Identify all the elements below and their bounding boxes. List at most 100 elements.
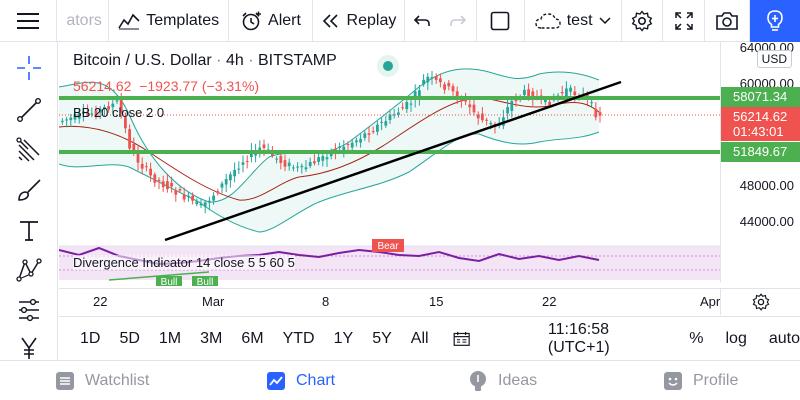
price-scale[interactable]: 64000.00 USD 60000.00 58071.34 56214.62 … bbox=[720, 40, 800, 282]
candle-body bbox=[485, 119, 488, 121]
expand-button[interactable] bbox=[663, 0, 705, 42]
indicators-button[interactable]: ators bbox=[57, 0, 109, 42]
menu-button[interactable] bbox=[0, 0, 58, 42]
candle-body bbox=[216, 191, 220, 194]
candle-body bbox=[434, 76, 438, 80]
candle-body bbox=[187, 195, 190, 197]
candle-body bbox=[443, 84, 446, 90]
time-scale[interactable]: 22 Mar 8 15 22 Apr bbox=[59, 288, 800, 315]
prediction-icon bbox=[19, 298, 39, 322]
templates-button[interactable]: Templates bbox=[109, 0, 230, 42]
candle-body bbox=[107, 106, 110, 110]
candle-body bbox=[510, 100, 514, 111]
layout-button[interactable]: test bbox=[525, 0, 622, 42]
candle-body bbox=[94, 110, 98, 116]
candle-body bbox=[409, 103, 413, 105]
range-ytd[interactable]: YTD bbox=[282, 329, 315, 347]
text-icon bbox=[20, 221, 38, 241]
candle-body bbox=[359, 139, 362, 143]
templates-label: Templates bbox=[146, 11, 220, 29]
divergence-indicator-legend[interactable]: Divergence Indicator 14 close 5 5 60 5 bbox=[73, 255, 295, 270]
snapshot-button[interactable] bbox=[705, 0, 751, 42]
bull-marker-label: Bull bbox=[197, 277, 214, 288]
range-5y[interactable]: 5Y bbox=[372, 329, 392, 347]
candle-body bbox=[136, 153, 140, 163]
redo-icon bbox=[449, 14, 466, 26]
market-status-icon[interactable] bbox=[377, 55, 399, 77]
layout-name: test bbox=[566, 11, 593, 29]
trendline-icon bbox=[17, 98, 42, 123]
go-to-date-icon[interactable] bbox=[453, 329, 470, 349]
bollinger-basis bbox=[59, 96, 600, 201]
candle-body bbox=[317, 157, 320, 162]
candle-body bbox=[161, 181, 165, 188]
symbol-legend[interactable]: Bitcoin / U.S. Dollar · 4h · BITSTAMP bbox=[73, 52, 337, 70]
nav-chart[interactable]: Chart bbox=[266, 361, 335, 400]
scale-settings-button[interactable] bbox=[720, 289, 800, 315]
candle-body bbox=[65, 119, 68, 121]
candle-body bbox=[119, 98, 123, 113]
nav-profile[interactable]: Profile bbox=[663, 361, 738, 400]
candle-body bbox=[397, 112, 400, 115]
hamburger-icon bbox=[17, 12, 40, 29]
brush-tool[interactable] bbox=[0, 172, 58, 208]
templates-icon bbox=[118, 13, 140, 29]
range-6m[interactable]: 6M bbox=[241, 329, 264, 347]
candle-body bbox=[346, 143, 350, 145]
candle-body bbox=[350, 142, 354, 148]
trend-line[interactable] bbox=[164, 80, 622, 242]
settings-button[interactable] bbox=[622, 0, 664, 42]
percent-scale-toggle[interactable]: % bbox=[689, 329, 704, 347]
candle-body bbox=[560, 91, 564, 94]
candle-body bbox=[170, 182, 173, 187]
watchlist-icon bbox=[56, 372, 74, 390]
fullscreen-chart-button[interactable] bbox=[477, 0, 525, 42]
measure-tool[interactable] bbox=[0, 330, 58, 366]
ideas-publish-button[interactable] bbox=[750, 0, 800, 42]
bear-marker bbox=[372, 239, 404, 252]
range-all[interactable]: All bbox=[410, 329, 429, 347]
range-1m[interactable]: 1M bbox=[158, 329, 182, 347]
candle-body bbox=[279, 156, 283, 163]
nav-ideas[interactable]: Ideas bbox=[468, 361, 537, 400]
candle-body bbox=[439, 78, 442, 83]
nav-watchlist-label: Watchlist bbox=[85, 372, 150, 389]
candle-body bbox=[422, 79, 425, 85]
range-5d[interactable]: 5D bbox=[119, 329, 140, 347]
pitchfork-tool[interactable] bbox=[0, 132, 58, 168]
range-1y[interactable]: 1Y bbox=[333, 329, 354, 347]
nav-chart-label: Chart bbox=[296, 372, 336, 389]
prediction-tool[interactable] bbox=[0, 292, 58, 328]
pattern-icon bbox=[16, 258, 42, 282]
auto-scale-toggle[interactable]: auto bbox=[768, 329, 800, 347]
alert-button[interactable]: Alert bbox=[229, 0, 313, 42]
candle-body bbox=[178, 189, 182, 191]
nav-watchlist[interactable]: Watchlist bbox=[55, 361, 149, 400]
candle-body bbox=[514, 98, 518, 102]
currency-badge[interactable]: USD bbox=[756, 50, 792, 68]
time-tick: Mar bbox=[202, 294, 225, 309]
undo-button[interactable] bbox=[405, 0, 439, 42]
range-1d[interactable]: 1D bbox=[80, 329, 101, 347]
legend-separator: · bbox=[248, 52, 254, 69]
indicators-label: ators bbox=[66, 11, 102, 29]
text-tool[interactable] bbox=[0, 212, 58, 248]
price-change-legend: 56214.62 −1923.77 (−3.31%) bbox=[73, 78, 259, 94]
candle-body bbox=[98, 108, 102, 113]
timezone-clock[interactable]: 11:16:58 (UTC+1) bbox=[547, 320, 610, 356]
price-tick: 48000.00 bbox=[739, 178, 794, 193]
candle-body bbox=[262, 144, 266, 149]
candle-body bbox=[224, 179, 228, 185]
bb-indicator-legend[interactable]: BB 20 close 2 0 bbox=[73, 105, 165, 120]
range-3m[interactable]: 3M bbox=[200, 329, 223, 347]
log-scale-toggle[interactable]: log bbox=[725, 329, 747, 347]
pattern-tool[interactable] bbox=[0, 252, 58, 288]
replay-button[interactable]: Replay bbox=[313, 0, 406, 42]
candle-body bbox=[182, 194, 186, 200]
trendline-tool[interactable] bbox=[0, 92, 58, 128]
chart-pane[interactable]: Bear Bull Bull Bitcoin / U.S. Dollar · 4… bbox=[59, 40, 800, 360]
crosshair-tool[interactable] bbox=[0, 50, 58, 86]
redo-button[interactable] bbox=[439, 0, 478, 42]
candle-body bbox=[77, 113, 81, 119]
